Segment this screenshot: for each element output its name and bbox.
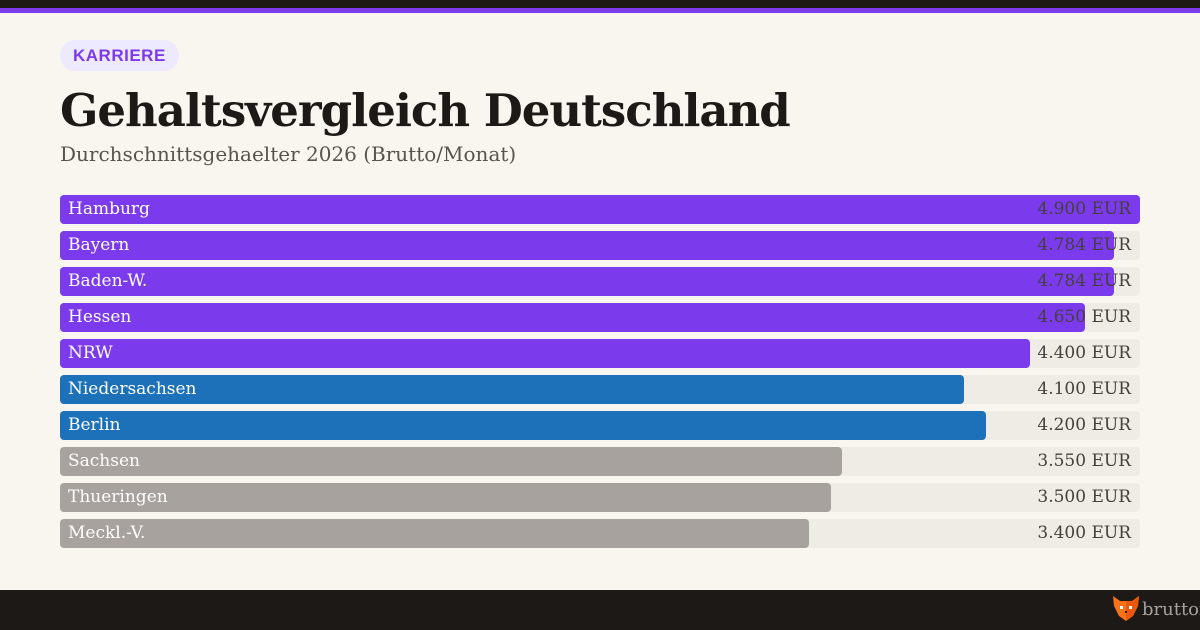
value-label: 4.900 EUR: [1037, 199, 1131, 219]
bar-label: Sachsen: [68, 451, 140, 471]
value-label: 4.784 EUR: [1037, 235, 1131, 255]
bar-row: Hamburg 4.900 EUR: [60, 195, 1140, 224]
bar: [60, 447, 843, 476]
brand-name: bruttofu: [1142, 599, 1200, 620]
bar: [60, 339, 1030, 368]
bar: [60, 195, 1140, 224]
bar-label: Hamburg: [68, 199, 150, 219]
bar-label: Niedersachsen: [68, 379, 197, 399]
bar-row: Bayern 4.784 EUR: [60, 231, 1140, 260]
bar-row: Berlin 4.200 EUR: [60, 411, 1140, 440]
category-badge: KARRIERE: [60, 40, 179, 71]
bar-label: Bayern: [68, 235, 130, 255]
value-label: 4.784 EUR: [1037, 271, 1131, 291]
bar: [60, 231, 1115, 260]
bar: [60, 519, 810, 548]
bar-row: NRW 4.400 EUR: [60, 339, 1140, 368]
bar: [60, 303, 1085, 332]
page-title: Gehaltsvergleich Deutschland: [60, 84, 791, 137]
page-subtitle: Durchschnittsgehaelter 2026 (Brutto/Mona…: [60, 142, 517, 166]
top-bar: [0, 0, 1200, 8]
bar-label: Thueringen: [68, 487, 168, 507]
bar-row: Hessen 4.650 EUR: [60, 303, 1140, 332]
accent-stripe: [0, 8, 1200, 13]
bar-label: Hessen: [68, 307, 132, 327]
bar: [60, 267, 1115, 296]
bar-row: Baden-W. 4.784 EUR: [60, 267, 1140, 296]
value-label: 4.650 EUR: [1037, 307, 1131, 327]
bar-row: Thueringen 3.500 EUR: [60, 483, 1140, 512]
bar: [60, 483, 832, 512]
bar-row: Niedersachsen 4.100 EUR: [60, 375, 1140, 404]
value-label: 4.100 EUR: [1037, 379, 1131, 399]
bar-label: Meckl.-V.: [68, 523, 146, 543]
bar: [60, 411, 986, 440]
footer: bruttofu: [0, 590, 1200, 630]
fox-logo-icon: [1113, 596, 1139, 621]
bar-row: Sachsen 3.550 EUR: [60, 447, 1140, 476]
value-label: 4.200 EUR: [1037, 415, 1131, 435]
value-label: 3.500 EUR: [1037, 487, 1131, 507]
bar-label: Baden-W.: [68, 271, 148, 291]
value-label: 3.550 EUR: [1037, 451, 1131, 471]
bar-label: NRW: [68, 343, 113, 363]
bar: [60, 375, 964, 404]
bar-row: Meckl.-V. 3.400 EUR: [60, 519, 1140, 548]
bar-label: Berlin: [68, 415, 121, 435]
value-label: 4.400 EUR: [1037, 343, 1131, 363]
value-label: 3.400 EUR: [1037, 523, 1131, 543]
bar-chart: Hamburg 4.900 EUR Bayern 4.784 EUR Baden-W. 4…: [60, 195, 1140, 555]
